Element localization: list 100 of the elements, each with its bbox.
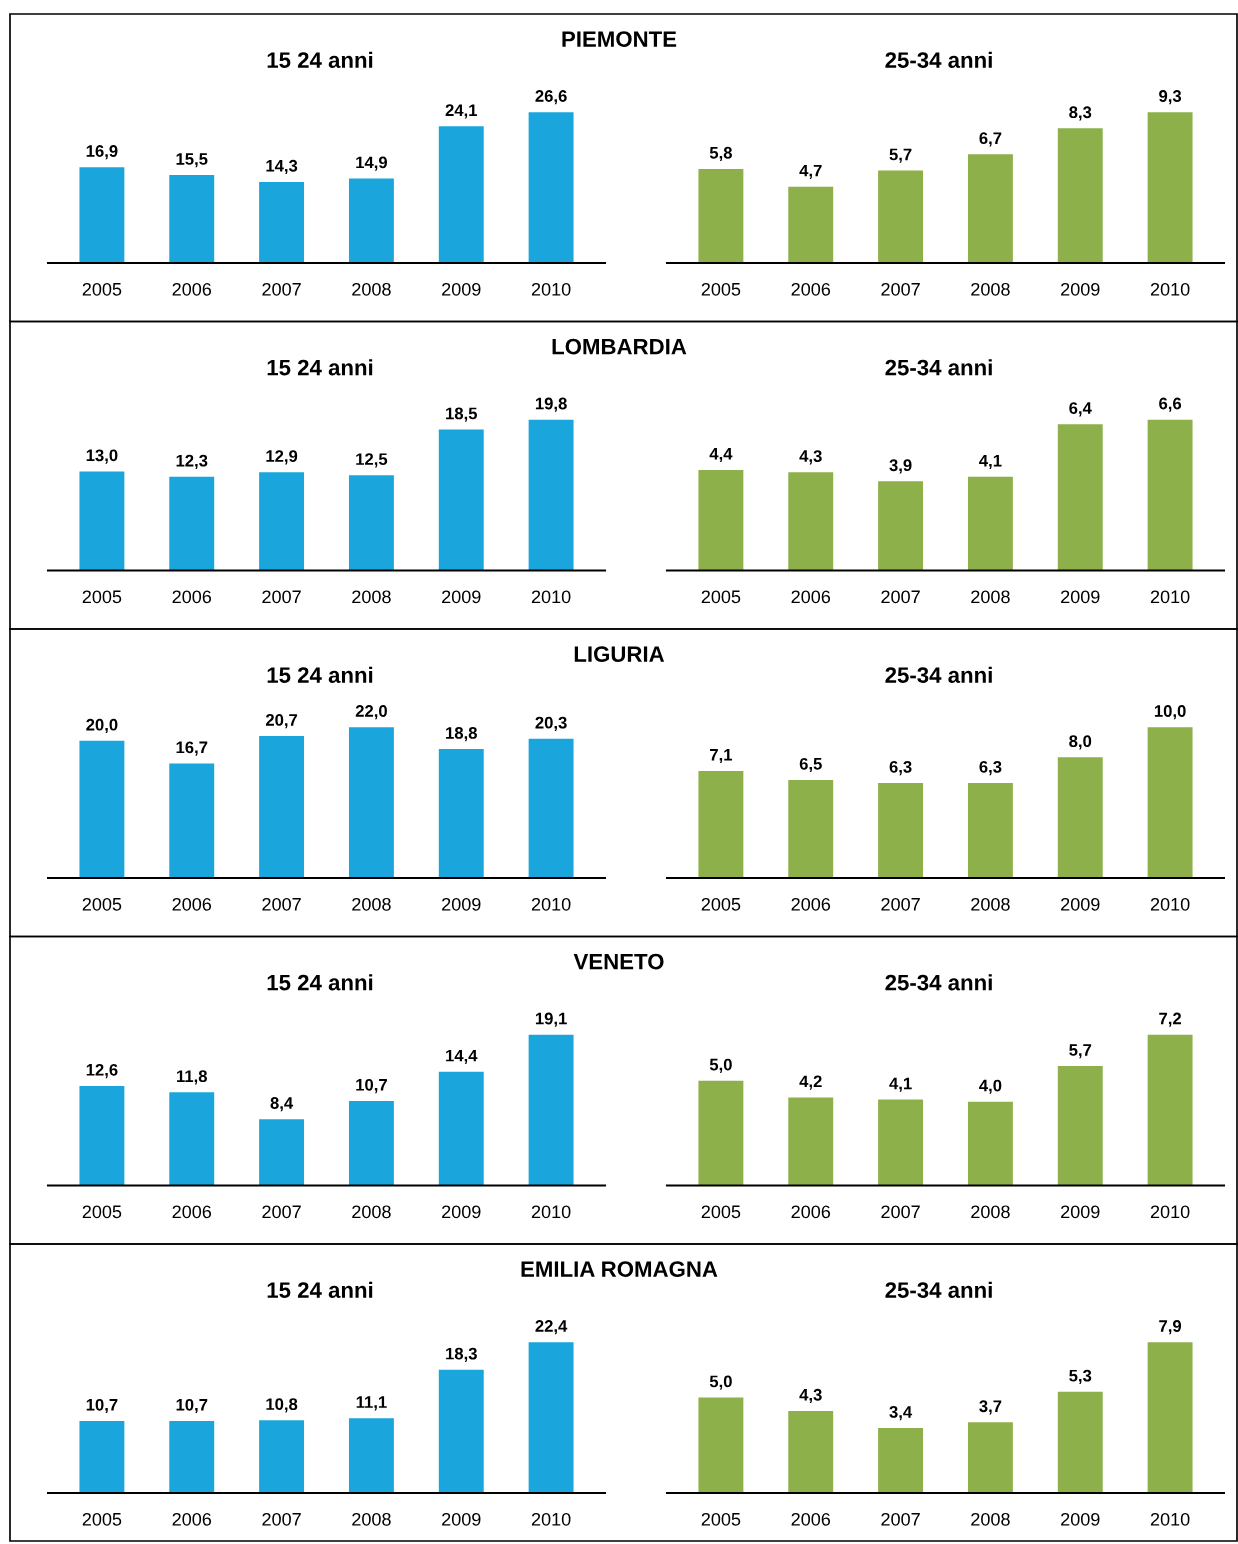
x-tick-label: 2008 (352, 897, 391, 911)
x-tick-label: 2006 (791, 1205, 831, 1219)
data-label: 16,7 (176, 741, 208, 756)
bar (169, 175, 215, 263)
chart-title: 15 24 anni (267, 359, 373, 376)
x-tick-label: 2007 (881, 1205, 920, 1219)
chart-title: 15 24 anni (267, 51, 373, 68)
x-tick-label: 2005 (82, 1512, 122, 1526)
x-tick-label: 2007 (262, 1205, 301, 1219)
bar (259, 736, 305, 878)
data-label: 7,9 (1159, 1320, 1182, 1335)
bar (878, 1099, 924, 1186)
chart-title: 25-34 anni (885, 974, 992, 991)
x-tick-label: 2008 (352, 590, 391, 604)
data-label: 18,8 (446, 727, 477, 742)
data-label: 4,1 (889, 1077, 912, 1092)
bar (878, 782, 924, 878)
chart-title: 25-34 anni (885, 666, 992, 683)
bar (698, 770, 744, 878)
data-label: 9,3 (1159, 90, 1182, 105)
x-tick-label: 2005 (82, 1205, 122, 1219)
bar (1147, 727, 1193, 878)
data-label: 4,3 (799, 1388, 822, 1404)
data-label: 12,6 (86, 1063, 118, 1079)
chart-title: 15 24 anni (267, 1281, 373, 1298)
x-tick-label: 2008 (352, 1512, 391, 1526)
bar (967, 476, 1013, 571)
bar (1147, 1034, 1193, 1186)
chart-title: 15 24 anni (267, 666, 373, 683)
bar (878, 481, 924, 571)
bar (698, 1397, 744, 1493)
x-tick-label: 2009 (442, 1205, 481, 1219)
x-tick-label: 2010 (1150, 1512, 1190, 1526)
data-label: 22,4 (535, 1320, 568, 1335)
x-tick-label: 2008 (352, 1205, 391, 1219)
bar (788, 186, 834, 263)
bar (788, 472, 834, 571)
x-tick-label: 2008 (352, 282, 391, 296)
x-tick-label: 2010 (531, 590, 571, 604)
bar (1147, 112, 1193, 263)
bar (438, 126, 484, 263)
bar (967, 1422, 1013, 1493)
data-label: 13,0 (86, 449, 118, 464)
bar (79, 1420, 125, 1493)
data-label: 19,8 (535, 397, 567, 412)
data-label: 6,7 (979, 132, 1002, 147)
data-label: 10,8 (266, 1398, 298, 1413)
data-label: 5,3 (1069, 1369, 1092, 1384)
data-label: 22,0 (355, 705, 387, 720)
data-label: 4,0 (979, 1079, 1002, 1094)
bar (698, 168, 744, 263)
x-tick-label: 2006 (172, 590, 212, 604)
x-tick-label: 2009 (1061, 1205, 1100, 1219)
data-label: 3,4 (889, 1406, 913, 1421)
data-label: 11,1 (356, 1396, 387, 1411)
data-label: 20,3 (535, 716, 567, 731)
x-tick-label: 2008 (971, 1205, 1010, 1219)
data-label: 14,9 (356, 156, 388, 171)
text: VENETO (573, 953, 664, 970)
x-tick-label: 2007 (262, 897, 301, 911)
x-tick-label: 2008 (971, 897, 1010, 911)
x-tick-label: 2006 (172, 1205, 212, 1219)
data-label: 6,3 (979, 760, 1002, 776)
bar (169, 1420, 215, 1493)
data-label: 15,5 (176, 153, 208, 168)
x-tick-label: 2010 (531, 1512, 571, 1526)
data-label: 11,8 (177, 1070, 207, 1085)
data-label: 4,3 (799, 450, 822, 465)
bar (348, 1100, 394, 1186)
x-tick-label: 2005 (701, 897, 741, 911)
x-tick-label: 2007 (262, 282, 301, 296)
bar (878, 1428, 924, 1493)
bar (169, 763, 215, 878)
x-tick-label: 2006 (791, 1512, 831, 1526)
bar (259, 1420, 305, 1493)
data-label: 8,4 (270, 1097, 294, 1112)
data-label: 6,4 (1069, 402, 1092, 417)
x-tick-label: 2006 (172, 282, 212, 296)
x-tick-label: 2009 (1061, 1512, 1100, 1526)
bar (528, 112, 574, 263)
data-label: 20,0 (86, 718, 118, 734)
data-label: 4,2 (799, 1075, 822, 1090)
x-tick-label: 2005 (82, 897, 122, 911)
x-tick-label: 2009 (1061, 590, 1100, 604)
x-tick-label: 2010 (1150, 282, 1190, 296)
data-label: 10,7 (86, 1398, 118, 1414)
data-label: 19,1 (535, 1012, 567, 1027)
bar (698, 469, 744, 571)
bar (259, 472, 305, 571)
x-tick-label: 2010 (531, 1205, 571, 1219)
data-label: 7,2 (1159, 1012, 1182, 1027)
bar (528, 419, 574, 571)
x-tick-label: 2007 (262, 1512, 301, 1526)
bar (528, 1342, 574, 1493)
bar (788, 1410, 834, 1493)
data-label: 5,0 (709, 1058, 732, 1073)
x-tick-label: 2006 (791, 590, 831, 604)
x-tick-label: 2009 (442, 1512, 481, 1526)
x-tick-label: 2009 (1061, 282, 1100, 296)
x-tick-label: 2006 (172, 1512, 212, 1526)
